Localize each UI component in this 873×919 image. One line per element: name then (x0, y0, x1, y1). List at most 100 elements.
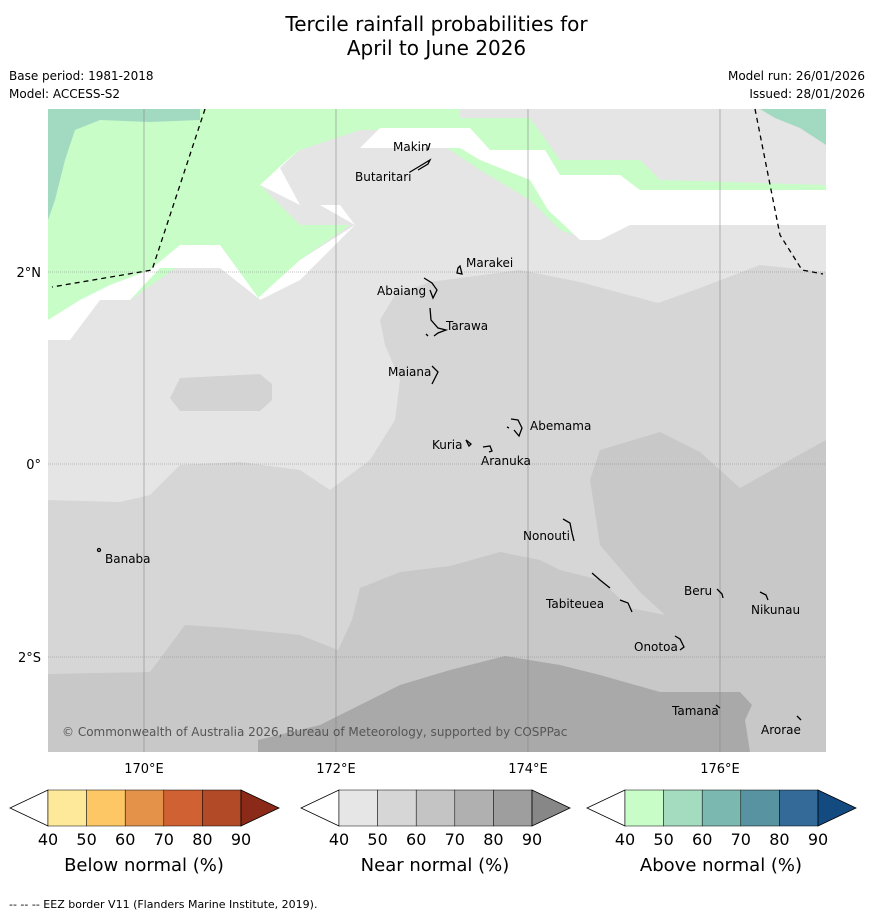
label-tabiteuea: Tabiteuea (545, 597, 604, 611)
near-normal-50-60-island (170, 374, 272, 411)
island-labels: Makin Butaritari Marakei Abaiang Tarawa … (105, 140, 801, 737)
colorbar-tick-60: 60 (115, 830, 135, 849)
colorbar-near-normal-title: Near normal (%) (361, 855, 510, 876)
label-butaritari: Butaritari (355, 170, 412, 184)
base-period: Base period: 1981-2018 (9, 69, 154, 83)
colorbar-segment-80 (202, 789, 242, 827)
lat-label-0: 0° (26, 458, 41, 473)
colorbar-tick-60: 60 (692, 830, 712, 849)
colorbar-tick-70: 70 (445, 830, 465, 849)
colorbar-tick-50: 50 (76, 830, 96, 849)
colorbar-segment-over (240, 789, 280, 827)
colorbar-tick-80: 80 (769, 830, 789, 849)
colorbar-segment-60 (701, 789, 742, 827)
colorbar-below-normal: Below normal (%) 40 50 60 70 80 90 (9, 789, 280, 876)
colorbar-segment-70 (163, 789, 203, 827)
island-arorae (796, 715, 802, 721)
colorbar-segment-50 (377, 789, 417, 827)
label-nikunau: Nikunau (751, 603, 800, 617)
colorbar-segment-over (817, 789, 857, 827)
colorbar-segment-60 (415, 789, 456, 827)
island-makin (427, 142, 431, 151)
colorbar-near-normal: Near normal (%) 40 50 60 70 80 90 (300, 789, 571, 876)
colorbar-segment-50 (86, 789, 126, 827)
label-marakei: Marakei (466, 256, 513, 270)
model-name: Model: ACCESS-S2 (9, 87, 121, 101)
colorbar-segment-80 (493, 789, 533, 827)
label-makin: Makin (393, 140, 429, 154)
lon-label-170E: 170°E (124, 762, 164, 777)
colorbar-tick-70: 70 (154, 830, 174, 849)
meta-right: Model run: 26/01/2026 Issued: 28/01/2026 (728, 67, 865, 103)
island-nonouti (562, 518, 575, 542)
label-beru: Beru (684, 584, 712, 598)
colorbar-segment-70 (740, 789, 780, 827)
island-butaritari (409, 158, 432, 173)
above-normal-50-60-region-ne (760, 109, 826, 145)
colorbar-segment-80 (779, 789, 819, 827)
label-kuria: Kuria (432, 438, 463, 452)
colorbar-segment-40 (624, 789, 664, 827)
lat-label-2S: 2°S (18, 651, 41, 666)
label-aranuka: Aranuka (481, 454, 531, 468)
colorbar-segment-under (300, 789, 340, 827)
label-banaba: Banaba (105, 552, 151, 566)
colorbar-segment-40 (338, 789, 378, 827)
colorbar-above-normal-title: Above normal (%) (640, 855, 802, 876)
island-nikunau (759, 591, 769, 601)
colorbar-segment-60 (124, 789, 165, 827)
issued-date: Issued: 28/01/2026 (749, 87, 865, 101)
island-tamana (715, 704, 721, 709)
colorbar-tick-40: 40 (329, 830, 349, 849)
island-banaba (96, 547, 102, 553)
colorbar-tick-90: 90 (231, 830, 251, 849)
colorbar-segment-over (531, 789, 571, 827)
title-line-2: April to June 2026 (346, 36, 527, 60)
map-title: Tercile rainfall probabilities for April… (0, 12, 873, 60)
colorbars: Below normal (%) 40 50 60 70 80 90 Near norma… (9, 789, 857, 876)
lon-label-172E: 172°E (316, 762, 356, 777)
eez-border-east (754, 108, 824, 275)
colorbar-tick-50: 50 (367, 830, 387, 849)
meta-left: Base period: 1981-2018 Model: ACCESS-S2 (9, 67, 154, 103)
title-line-1: Tercile rainfall probabilities for (285, 12, 588, 36)
colorbar-tick-70: 70 (731, 830, 751, 849)
colorbar-tick-90: 90 (808, 830, 828, 849)
colorbar-tick-40: 40 (38, 830, 58, 849)
colorbar-tick-40: 40 (615, 830, 635, 849)
colorbar-tick-90: 90 (522, 830, 542, 849)
island-onotoa (674, 635, 685, 651)
island-marakei (456, 264, 463, 275)
island-beru (716, 588, 724, 599)
colorbar-tick-80: 80 (483, 830, 503, 849)
label-tarawa: Tarawa (445, 319, 488, 333)
label-nonouti: Nonouti (523, 529, 570, 543)
probability-field (48, 109, 826, 752)
island-kuria (465, 439, 472, 448)
near-normal-70-80-region (258, 656, 752, 752)
colorbar-segment-under (9, 789, 49, 827)
colorbar-tick-60: 60 (406, 830, 426, 849)
lat-label-2N: 2°N (17, 266, 42, 281)
eez-legend-footnote: -- -- -- EEZ border V11 (Flanders Marine… (9, 898, 318, 911)
island-abemama (506, 418, 523, 438)
label-maiana: Maiana (388, 365, 431, 379)
label-tamana: Tamana (671, 704, 719, 718)
latitude-labels: 2°N 0° 2°S (17, 266, 42, 666)
island-abaiang (423, 277, 438, 300)
island-aranuka (482, 445, 493, 453)
lon-label-174E: 174°E (508, 762, 548, 777)
colorbar-tick-80: 80 (192, 830, 212, 849)
colorbar-segment-70 (454, 789, 494, 827)
near-normal-60-70-region (48, 432, 826, 752)
above-normal-40-50-region (48, 109, 826, 320)
eez-border-west (51, 108, 206, 288)
lon-label-176E: 176°E (700, 762, 740, 777)
colorbar-segment-under (586, 789, 626, 827)
islands (96, 142, 802, 721)
colorbar-segment-40 (47, 789, 87, 827)
colorbar-segment-50 (663, 789, 703, 827)
label-arorae: Arorae (761, 723, 801, 737)
graticule (48, 109, 826, 752)
